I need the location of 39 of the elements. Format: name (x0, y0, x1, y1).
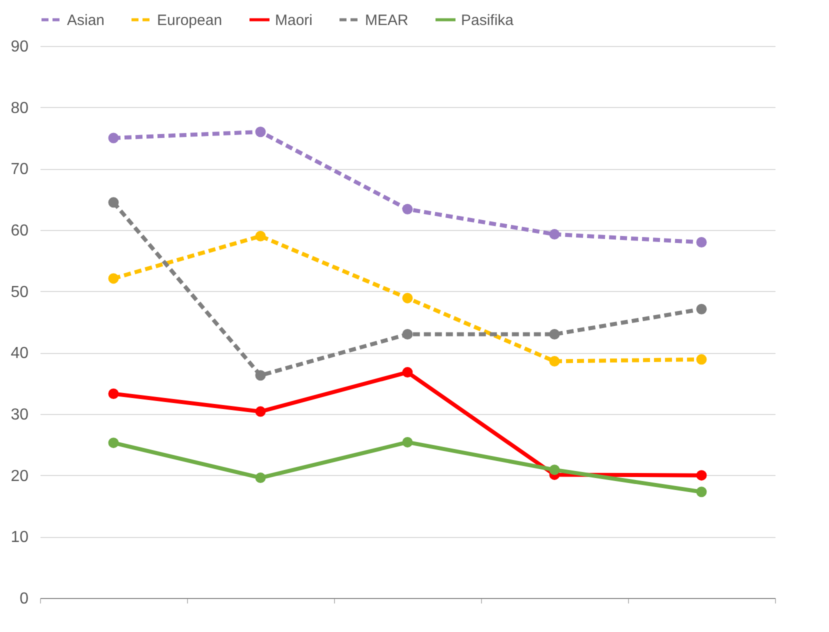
point (549, 229, 560, 240)
point (108, 438, 119, 448)
point (696, 304, 707, 314)
point (696, 470, 707, 481)
point (402, 329, 413, 340)
point (696, 354, 707, 365)
point (255, 472, 266, 484)
legend-label: MEAR (365, 12, 409, 29)
y-tick-label: 80 (10, 100, 29, 117)
point (402, 436, 413, 448)
point (549, 464, 560, 476)
legend-label: European (157, 12, 222, 29)
point (696, 486, 707, 498)
legend-label: Asian (67, 12, 105, 29)
legend-label: Pasifika (461, 12, 514, 29)
y-tick-label: 10 (10, 529, 29, 546)
y-tick-label: 70 (10, 161, 29, 178)
point (108, 388, 119, 399)
point (255, 370, 266, 381)
point (549, 329, 560, 340)
point (402, 204, 413, 214)
y-tick-label: 30 (10, 406, 29, 424)
legend-label: Maori (275, 12, 313, 29)
point (108, 273, 119, 284)
point (108, 197, 119, 208)
y-tick-label: 50 (10, 284, 29, 301)
y-tick-label: 0 (20, 590, 29, 608)
point (696, 237, 707, 248)
point (255, 406, 266, 417)
point (255, 230, 266, 242)
point (402, 367, 413, 378)
y-tick-label: 90 (10, 38, 29, 56)
y-tick-label: 20 (10, 468, 29, 485)
y-tick-label: 40 (10, 345, 29, 362)
point (108, 132, 119, 144)
point (255, 126, 266, 138)
y-tick-label: 60 (10, 222, 29, 240)
point (402, 292, 413, 304)
point (549, 356, 560, 366)
